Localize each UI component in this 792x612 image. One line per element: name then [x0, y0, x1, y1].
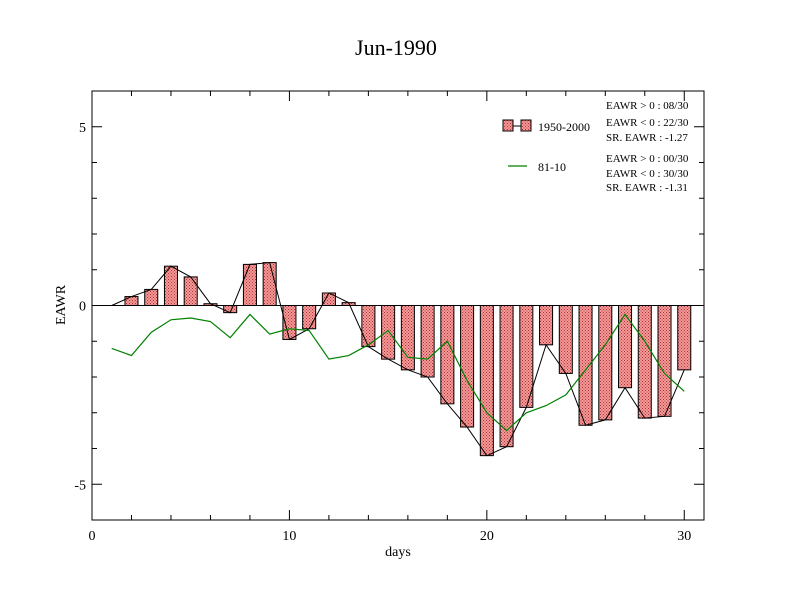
- bar-day-26: [598, 305, 613, 421]
- bar-day-21: [499, 305, 514, 448]
- legend-item-1950-2000: 1950-2000: [502, 119, 590, 134]
- bar-day-20: [479, 305, 494, 457]
- line-series-81-10: [111, 313, 685, 432]
- y-tick-label: 5: [79, 121, 86, 136]
- bar-day-11: [302, 305, 317, 330]
- x-tick-label: 0: [89, 529, 96, 544]
- stat-1950-2000-negative: EAWR < 0 : 22/30: [606, 117, 689, 129]
- legend-label-1950-2000: 1950-2000: [538, 120, 590, 134]
- bar-day-19: [460, 305, 475, 428]
- bar-day-3: [144, 288, 159, 307]
- bar-day-2: [124, 296, 139, 306]
- legend: 1950-2000 81-10: [502, 119, 590, 174]
- stat-81-10-positive: EAWR > 0 : 00/30: [606, 153, 689, 165]
- bar-series-connector-line: [111, 262, 685, 457]
- bar-day-5: [183, 276, 198, 306]
- legend-swatch-1950-2000-end: [520, 119, 532, 132]
- y-tick-label: 0: [79, 300, 86, 315]
- stat-81-10-negative: EAWR < 0 : 30/30: [606, 168, 689, 180]
- x-tick-label: 10: [282, 529, 296, 544]
- y-axis: -5 0 5: [74, 121, 704, 493]
- x-tick-label: 20: [480, 529, 494, 544]
- chart-title: Jun-1990: [355, 35, 437, 60]
- x-tick-label: 30: [677, 529, 691, 544]
- x-axis-label: days: [385, 545, 411, 560]
- bar-day-8: [242, 263, 257, 307]
- bar-day-24: [558, 305, 573, 374]
- stat-1950-2000-sr: SR. EAWR : -1.27: [606, 132, 688, 144]
- y-tick-label: -5: [74, 478, 86, 493]
- y-axis-label: EAWR: [54, 284, 69, 325]
- x-axis: 0 10 20 30: [89, 91, 691, 544]
- bar-day-28: [637, 305, 652, 419]
- bar-day-29: [657, 305, 672, 417]
- stat-1950-2000-positive: EAWR > 0 : 08/30: [606, 100, 689, 112]
- bar-day-23: [539, 305, 554, 346]
- bar-series-1950-2000: [124, 262, 692, 457]
- bar-day-18: [440, 305, 455, 405]
- bar-day-14: [361, 305, 376, 348]
- bar-day-25: [578, 305, 593, 426]
- legend-item-81-10: 81-10: [508, 160, 566, 174]
- bar-day-30: [677, 305, 692, 371]
- stats-annotations: EAWR > 0 : 08/30 EAWR < 0 : 22/30 SR. EA…: [606, 100, 689, 194]
- bar-day-15: [381, 305, 396, 360]
- bar-day-27: [618, 305, 633, 389]
- bar-day-9: [262, 262, 277, 307]
- bar-day-16: [400, 305, 415, 371]
- stat-81-10-sr: SR. EAWR : -1.31: [606, 182, 688, 194]
- legend-swatch-1950-2000: [502, 119, 514, 132]
- legend-label-81-10: 81-10: [538, 160, 566, 174]
- bar-day-17: [420, 305, 435, 378]
